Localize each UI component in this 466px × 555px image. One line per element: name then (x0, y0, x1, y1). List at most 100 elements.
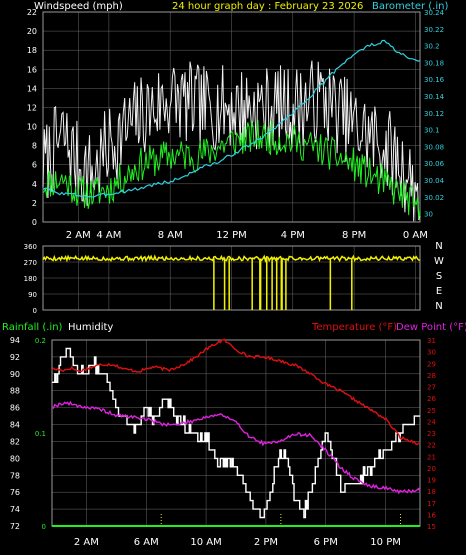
dewpoint-header: Dew Point (°F) (396, 322, 466, 333)
y-right-tick-label: 27 (427, 384, 436, 392)
y-right-tick-label: 30.04 (424, 177, 445, 185)
x-tick-label: 6 AM (134, 537, 159, 548)
y-right-tick-label: 30.1 (424, 127, 440, 135)
y-right-tick-label: 30.22 (424, 26, 444, 34)
direction-drop-bar (251, 258, 253, 310)
y-tick-label: 14 (27, 84, 37, 93)
direction-plot-frame (42, 245, 421, 311)
x-tick-label: 10 PM (370, 537, 401, 548)
y-right-tick-label: 30.06 (424, 160, 445, 168)
y-tick-label: 94 (10, 336, 20, 345)
y-tick-label: 4 (32, 180, 37, 189)
y-right-tick-label: 17 (427, 500, 436, 508)
y-tick-label: 12 (27, 103, 37, 112)
humidity-header: Humidity (68, 322, 113, 333)
y-tick-label: 180 (24, 275, 37, 283)
x-tick-label: 12 PM (216, 230, 247, 241)
x-tick-label: 2 PM (254, 537, 278, 548)
series-line-barometer (42, 39, 421, 198)
y-right-tick-label: 31 (427, 337, 436, 345)
y-tick-label: 360 (24, 243, 37, 251)
direction-letter: W (434, 256, 444, 267)
y-right-tick-label: 30 (427, 349, 436, 357)
y-tick-label: 88 (10, 387, 20, 396)
rain-tick-label: 0.1 (35, 430, 46, 438)
y-tick-label: 86 (10, 404, 20, 413)
y-right-tick-label: 30.02 (424, 194, 444, 202)
y-tick-label: 8 (32, 142, 37, 151)
direction-drop-bar (285, 258, 287, 310)
y-tick-label: 80 (10, 454, 20, 463)
direction-drop-bar (351, 258, 353, 310)
y-right-tick-label: 23 (427, 430, 436, 438)
series-line-dewpoint (51, 400, 421, 495)
windspeed-header: Windspeed (mph) (34, 1, 123, 12)
y-tick-label: 74 (10, 505, 20, 514)
y-right-tick-label: 30.14 (424, 93, 445, 101)
x-tick-label: 4 AM (96, 230, 121, 241)
y-tick-label: 82 (10, 437, 20, 446)
series-line-gust (42, 60, 421, 222)
y-right-tick-label: 30.16 (424, 76, 445, 84)
rain-tick-label: 0.2 (35, 337, 46, 345)
y-tick-label: 90 (10, 370, 20, 379)
y-right-tick-label: 30.12 (424, 110, 444, 118)
x-tick-label: 8 AM (158, 230, 183, 241)
x-tick-label: 6 PM (314, 537, 338, 548)
temp-plot-frame (51, 339, 421, 527)
direction-drop-bar (271, 258, 273, 310)
y-tick-label: 20 (27, 27, 37, 36)
x-tick-label: 2 AM (66, 230, 91, 241)
y-tick-label: 22 (27, 8, 37, 17)
series-line-humidity (52, 347, 420, 519)
x-tick-label: 10 AM (190, 537, 221, 548)
barometer-header: Barometer (.in) (372, 1, 448, 12)
y-right-tick-label: 30.18 (424, 59, 444, 67)
series-line-temperature (51, 338, 421, 446)
y-right-tick-label: 30.24 (424, 9, 445, 17)
direction-letter: S (436, 271, 442, 282)
x-tick-label: 2 AM (74, 537, 99, 548)
direction-drop-bar (280, 258, 283, 310)
y-right-tick-label: 28 (427, 372, 436, 380)
y-tick-label: 6 (32, 161, 37, 170)
x-tick-label: 4 PM (281, 230, 305, 241)
direction-letter: N (435, 241, 442, 252)
y-tick-label: 0 (33, 307, 37, 315)
y-right-tick-label: 29 (427, 360, 436, 368)
x-tick-label: 8 PM (342, 230, 366, 241)
y-right-tick-label: 18 (427, 488, 436, 496)
wind-barometer-chart: 0 2 4 6 8 10 12 14 16 18 20 22 2 AM 4 AM 8 AM 12 PM 4 PM… (27, 8, 445, 241)
y-right-tick-label: 24 (427, 418, 436, 426)
y-tick-label: 72 (10, 522, 20, 531)
y-tick-label: 16 (27, 65, 37, 74)
y-tick-label: 18 (27, 46, 37, 55)
y-right-tick-label: 25 (427, 407, 436, 415)
x-tick-label: 0 AM (403, 230, 428, 241)
series-line-avg (42, 119, 421, 219)
y-tick-label: 270 (24, 259, 37, 267)
y-tick-label: 90 (28, 291, 37, 299)
y-right-tick-label: 15 (427, 523, 436, 531)
y-tick-label: 10 (27, 123, 37, 132)
direction-drop-bar (329, 258, 332, 310)
chart-title: 24 hour graph day : February 23 2026 (172, 1, 363, 12)
y-right-tick-label: 20 (427, 465, 436, 473)
y-right-tick-label: 19 (427, 477, 436, 485)
y-tick-label: 92 (10, 353, 20, 362)
y-right-tick-label: 22 (427, 442, 436, 450)
direction-drop-bar (275, 258, 278, 310)
y-right-tick-label: 30.08 (424, 143, 444, 151)
y-right-tick-label: 26 (427, 395, 436, 403)
wind-direction-chart: 0 90 180 270 360 (24, 243, 421, 315)
direction-drop-bar (223, 258, 226, 310)
direction-drop-bar (228, 258, 230, 310)
rainfall-header: Rainfall (.in) (2, 322, 63, 333)
temperature-humidity-chart: 72 74 76 78 80 82 84 86 88 90 92 94 0 0.1 0.2 15 16 17 18 1… (10, 336, 437, 548)
y-right-tick-label: 30 (424, 211, 433, 219)
y-tick-label: 0 (32, 218, 37, 227)
y-tick-label: 84 (10, 421, 20, 430)
direction-letter: N (435, 301, 442, 312)
